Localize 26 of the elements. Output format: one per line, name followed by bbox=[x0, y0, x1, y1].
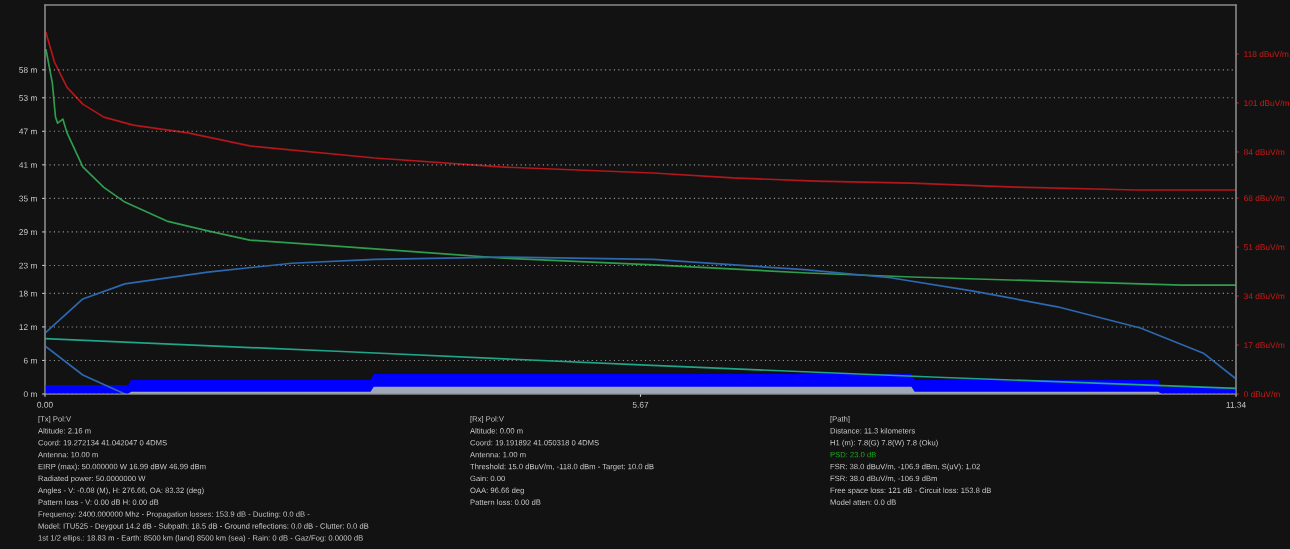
y-tick-label: 0 m bbox=[23, 391, 37, 398]
y2-tick-label: 84 dBuV/m bbox=[1244, 148, 1285, 156]
y-tick-label: 47 m bbox=[19, 128, 37, 135]
y-tick-label: 18 m bbox=[19, 290, 37, 297]
y-tick-label: 35 m bbox=[19, 195, 37, 202]
y2-tick-label: 34 dBuV/m bbox=[1243, 293, 1285, 300]
line-series bbox=[45, 49, 1236, 286]
y-tick-label: 12 m bbox=[19, 324, 37, 330]
y2-tick-label: 118 dBuV/m bbox=[1244, 50, 1289, 58]
y2-tick-label: 0 dBuV/m bbox=[1243, 390, 1280, 398]
y-tick-label: 58 m bbox=[19, 67, 37, 73]
y-tick-label: 29 m bbox=[19, 229, 37, 236]
y2-tick-label: 17 dBuV/m bbox=[1244, 342, 1285, 349]
x-tick-label: 5.67 bbox=[632, 401, 649, 408]
line-series bbox=[45, 337, 1236, 390]
y2-tick-label: 101 dBuV/m bbox=[1244, 99, 1289, 107]
y-tick-label: 23 m bbox=[19, 262, 37, 269]
line-series bbox=[45, 32, 1236, 191]
line-series bbox=[45, 256, 1236, 380]
y-tick-label: 41 m bbox=[19, 162, 37, 168]
y-tick-label: 53 m bbox=[19, 94, 37, 101]
x-tick-label: 0.00 bbox=[37, 401, 53, 408]
y2-tick-label: 51 dBuV/m bbox=[1243, 244, 1285, 251]
x-tick-label: 11.34 bbox=[1226, 401, 1246, 408]
y2-tick-label: 68 dBuV/m bbox=[1244, 195, 1285, 202]
y-tick-label: 6 m bbox=[23, 357, 37, 364]
